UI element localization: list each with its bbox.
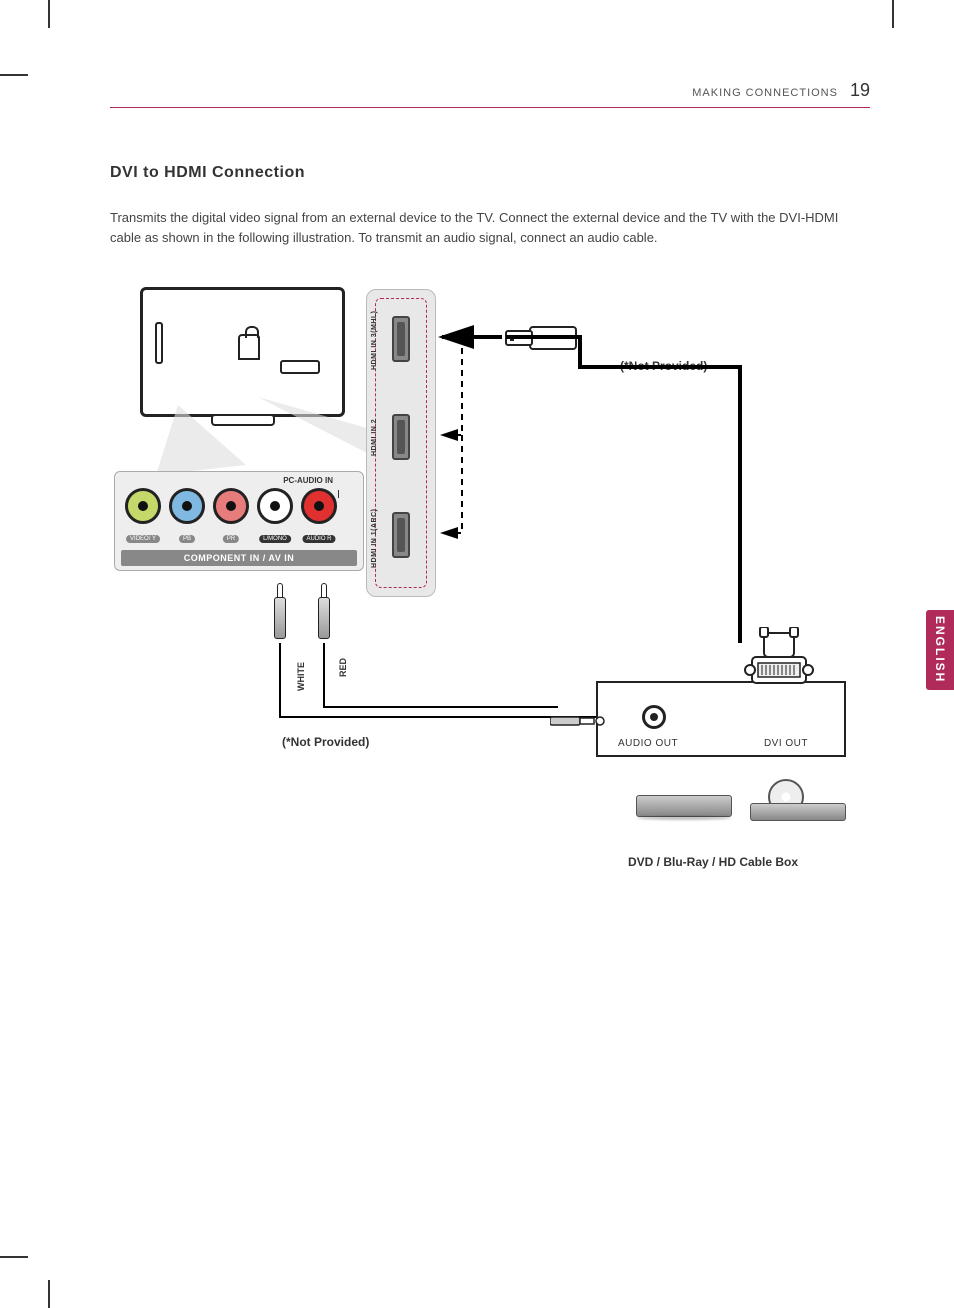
crop-mark: [892, 0, 894, 28]
crop-mark: [48, 1280, 50, 1308]
section-body: Transmits the digital video signal from …: [110, 208, 870, 247]
audio-out-port: [642, 705, 666, 729]
external-device-box: AUDIO OUT DVI OUT: [596, 681, 846, 757]
device-caption: DVD / Blu-Ray / HD Cable Box: [628, 855, 798, 869]
page-content: MAKING CONNECTIONS 19 DVI to HDMI Connec…: [110, 80, 870, 907]
dvi-connector-icon: [744, 627, 814, 687]
audio-mini-plug-icon: [550, 713, 610, 729]
crop-mark: [0, 1256, 28, 1258]
bluray-player-icon: [750, 803, 846, 821]
section-name: MAKING CONNECTIONS: [692, 87, 838, 99]
dvd-player-icon: [636, 795, 732, 817]
language-tab: ENGLISH: [926, 610, 954, 690]
dvi-out-label: DVI OUT: [764, 738, 808, 749]
crop-mark: [0, 74, 28, 76]
page-number: 19: [850, 80, 870, 101]
dvi-hdmi-cable: [110, 287, 850, 907]
audio-out-label: AUDIO OUT: [618, 738, 678, 749]
page-header: MAKING CONNECTIONS 19: [110, 80, 870, 108]
crop-mark: [48, 0, 50, 28]
section-title: DVI to HDMI Connection: [110, 164, 870, 182]
connection-diagram: HDMI IN 3(MHL) HDMI IN 2 HDMI IN 1(ARC) …: [110, 287, 850, 907]
